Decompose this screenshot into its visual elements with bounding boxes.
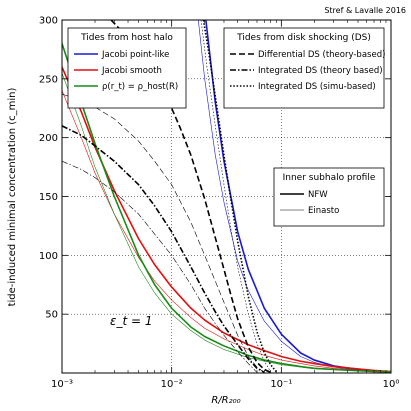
legend-center-right: Inner subhalo profile NFW Einasto: [273, 167, 385, 227]
series-integrated-ds-theory-einasto: [62, 160, 258, 373]
legend-box: [223, 27, 385, 109]
legend-entry-label: Einasto: [308, 206, 339, 216]
x-axis-label: R/R₂₀₀: [211, 395, 240, 406]
x-tick-label-3: 10⁰: [383, 379, 400, 390]
legend-entry-label: Integrated DS (theory based): [258, 66, 383, 76]
x-tick-label-0: 10⁻³: [51, 379, 73, 390]
y-tick-label-1: 100: [39, 251, 58, 262]
credit-text: Stref & Lavalle 2016: [324, 6, 406, 15]
legend-box: [67, 27, 187, 109]
axis-ticks: 10⁻³ 10⁻² 10⁻¹ 10⁰ 50 100 150 200 250 300: [39, 16, 399, 391]
x-tick-label-1: 10⁻²: [161, 379, 183, 390]
legend-box: [273, 167, 385, 227]
legend-entry-label: ρ(r_t) = ρ_host(R): [102, 82, 178, 92]
y-tick-label-0: 50: [45, 310, 58, 321]
legend-top-left: Tides from host halo Jacobi point-like Jac…: [67, 27, 187, 109]
legend-entry-label: Jacobi point-like: [101, 50, 169, 60]
y-tick-label-5: 300: [39, 16, 58, 27]
legends: Tides from host halo Jacobi point-like Jac…: [67, 27, 385, 227]
x-tick-label-2: 10⁻¹: [270, 379, 292, 390]
legend-title: Inner subhalo profile: [283, 173, 376, 183]
series-integrated-ds-simu-einasto: [200, 20, 271, 372]
series-jacobi-smooth-einasto: [62, 90, 391, 373]
legend-title: Tides from host halo: [80, 33, 173, 43]
series-jacobi-smooth-nfw: [62, 66, 391, 373]
y-tick-label-3: 200: [39, 133, 58, 144]
series-group: [62, 20, 391, 373]
legend-entry-label: Differential DS (theory-based): [258, 50, 385, 60]
legend-title: Tides from disk shocking (DS): [236, 33, 371, 43]
series-differential-ds-einasto: [62, 93, 265, 373]
series-integrated-ds-theory-nfw: [62, 125, 265, 373]
y-axis-label: tide-induced minimal concentration (c_mi…: [7, 87, 18, 306]
y-tick-label-2: 150: [39, 192, 58, 203]
legend-entry-label: Integrated DS (simu-based): [258, 82, 376, 92]
series-rho-rt-einasto: [62, 72, 391, 373]
series-integrated-ds-simu-nfw: [202, 20, 277, 373]
legend-entry-label: Jacobi smooth: [101, 66, 162, 76]
epsilon-annotation: ε_t = 1: [110, 314, 153, 328]
legend-top-right: Tides from disk shocking (DS) Differentia…: [223, 27, 385, 109]
y-tick-label-4: 250: [39, 74, 58, 85]
legend-entry-label: NFW: [308, 190, 328, 200]
